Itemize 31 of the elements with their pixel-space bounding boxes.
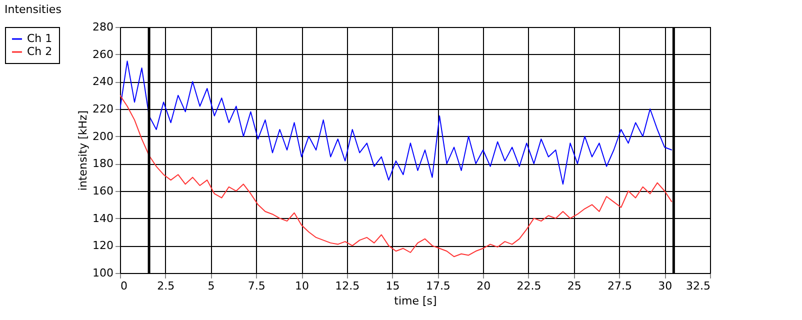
x-tick-label: 32.5 [686,280,710,292]
x-tick-label: 25 [567,280,582,292]
y-tick-label: 120 [92,239,114,252]
y-tick-label: 160 [92,184,114,198]
y-tick-label: 100 [92,266,114,280]
y-tick-label: 260 [92,48,114,61]
x-tick-label: 17.5 [426,280,450,292]
x-tick-label: 2.5 [157,280,175,292]
x-tick-label: 12.5 [335,280,360,292]
x-tick-label: 10 [295,280,310,292]
legend-label: Ch 1 [27,32,52,45]
line-series [120,60,672,185]
x-tick-label: 27.5 [607,280,632,292]
x-tick-label: 30 [658,280,672,292]
y-tick-label: 220 [92,102,114,116]
legend-label: Ch 2 [27,45,52,58]
y-tick-label: 180 [92,157,114,170]
y-tick-label: 280 [92,20,114,34]
y-tick-label: 200 [92,130,114,143]
x-tick-label: 15 [386,280,400,292]
line-series [120,94,672,258]
y-axis-title: intensity [kHz] [76,110,90,191]
x-tick-label: 0 [120,280,128,292]
x-tick-label: 22.5 [516,280,542,292]
chart-title: Intensities [4,3,62,16]
y-tick-label: 240 [92,75,114,88]
x-tick-label: 5 [208,280,215,292]
x-axis-title: time [s] [394,294,437,308]
y-tick-label: 140 [92,212,114,225]
x-tick-label: 20 [476,280,491,292]
x-tick-label: 7.5 [248,280,266,292]
